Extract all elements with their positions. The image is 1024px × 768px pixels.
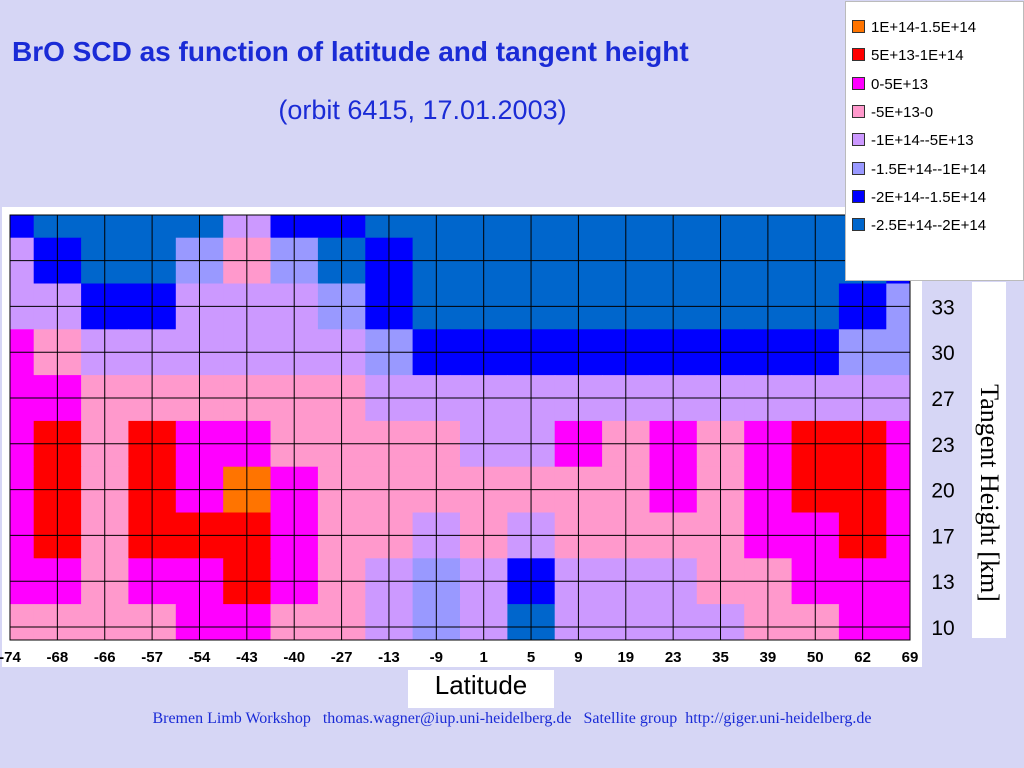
footer-text: Bremen Limb Workshop thomas.wagner@iup.u…	[152, 710, 872, 727]
x-tick-label: -43	[236, 649, 258, 666]
y-tick-label: 17	[931, 525, 954, 548]
legend-item: -1E+14--5E+13	[852, 132, 974, 152]
legend-swatch	[852, 48, 865, 62]
slide-title: BrO SCD as function of latitude and tang…	[12, 36, 689, 67]
legend-label: 5E+13-1E+14	[871, 47, 964, 65]
legend-item: 1E+14-1.5E+14	[852, 19, 976, 39]
contour-cell	[10, 215, 35, 239]
legend-swatch	[852, 161, 865, 175]
legend-label: -2.5E+14--2E+14	[871, 217, 987, 235]
contour-cell	[886, 604, 911, 641]
y-axis-label: Tangent Height [km]	[975, 384, 1004, 602]
legend-label: -5E+13-0	[871, 103, 934, 121]
y-tick-label: 30	[931, 342, 954, 365]
legend-swatch	[852, 20, 865, 33]
x-tick-label: -13	[378, 649, 400, 666]
legend-label: -1E+14--5E+13	[871, 132, 974, 150]
x-axis-label: Latitude	[408, 670, 554, 708]
legend-item: 5E+13-1E+14	[852, 47, 964, 67]
x-tick-label: 50	[807, 649, 824, 666]
x-tick-label: 35	[712, 649, 729, 666]
contour-cell	[10, 604, 35, 641]
y-tick-labels: 10 13 17 20 23 27 30 33	[931, 296, 954, 640]
x-tick-label: 1	[480, 649, 488, 666]
x-tick-label: 62	[854, 649, 871, 666]
x-tick-label: -57	[141, 649, 163, 666]
plot-border	[9, 214, 911, 641]
legend-label: 0-5E+13	[871, 75, 929, 93]
legend-swatch	[852, 218, 865, 232]
x-tick-label: 9	[574, 649, 582, 666]
y-tick-label: 27	[931, 388, 954, 411]
x-tick-label: -9	[430, 649, 443, 666]
y-tick-label: 23	[931, 434, 954, 457]
x-tick-label: 69	[902, 649, 919, 666]
x-tick-label: -68	[47, 649, 69, 666]
x-tick-label: 39	[760, 649, 777, 666]
legend-item: 0-5E+13	[852, 76, 928, 96]
legend: 1E+14-1.5E+14 5E+13-1E+14 0-5E+13 -5E+13-0 -…	[845, 1, 1024, 281]
y-tick-label: 10	[931, 617, 954, 640]
x-tick-label: 23	[665, 649, 682, 666]
x-tick-label: -54	[189, 649, 211, 666]
x-tick-label: 19	[617, 649, 634, 666]
x-tick-label: -40	[283, 649, 305, 666]
y-tick-label: 33	[931, 296, 954, 319]
legend-label: 1E+14-1.5E+14	[871, 19, 977, 36]
contour-fill	[10, 215, 911, 641]
x-tick-label: -27	[331, 649, 353, 666]
legend-item: -1.5E+14--1E+14	[852, 161, 986, 181]
x-tick-label: 5	[527, 649, 535, 666]
x-tick-label: -66	[94, 649, 116, 666]
legend-swatch	[852, 76, 865, 90]
y-axis-label-box	[972, 282, 1006, 638]
legend-swatch	[852, 133, 865, 147]
x-tick-label: -74	[0, 649, 21, 666]
legend-item: -2.5E+14--2E+14	[852, 217, 986, 237]
x-tick-labels: -74 -68 -66 -57 -54 -43 -40 -27 -13 -9 1 5 9 19 23 35 39…	[0, 649, 918, 666]
legend-label: -1.5E+14--1E+14	[871, 160, 987, 178]
y-tick-label: 13	[931, 571, 954, 594]
y-tick-label: 20	[931, 480, 954, 503]
legend-swatch	[852, 104, 865, 118]
grid-lines	[9, 214, 911, 641]
slide-subtitle: (orbit 6415, 17.01.2003)	[278, 95, 567, 125]
legend-swatch	[852, 189, 865, 203]
legend-item: -2E+14--1.5E+14	[852, 189, 986, 209]
legend-label: -2E+14--1.5E+14	[871, 188, 987, 206]
legend-item: -5E+13-0	[852, 104, 933, 124]
